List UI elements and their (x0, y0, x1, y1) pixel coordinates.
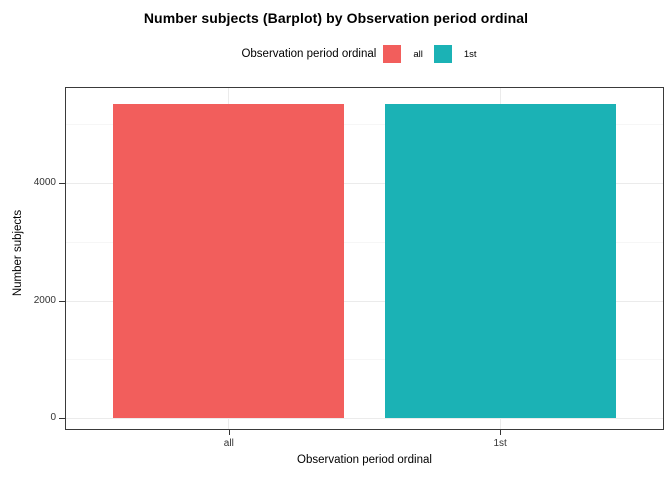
y-gridline-major (66, 418, 663, 419)
legend-title: Observation period ordinal (241, 48, 377, 60)
legend-item-all: all (383, 45, 434, 63)
y-gridline-minor (66, 359, 663, 361)
y-tick-mark (59, 300, 65, 302)
y-tick-label: 4000 (33, 177, 56, 188)
y-tick-mark (59, 183, 65, 184)
legend-label-1st: 1st (463, 48, 477, 60)
x-tick-label: 1st (493, 438, 507, 449)
legend-item-1st: 1st (433, 45, 488, 63)
x-tick-label: all (223, 438, 234, 449)
legend: Observation period ordinal all 1st (65, 44, 664, 64)
y-axis-title: Number subjects (12, 209, 24, 297)
y-tick-label: 2000 (33, 294, 56, 306)
bar-all (113, 103, 345, 418)
y-tick-mark (59, 418, 65, 419)
legend-label-all: all (413, 48, 423, 60)
y-gridline-major (66, 300, 663, 302)
plot-panel (65, 87, 664, 430)
y-tick-label: 0 (50, 412, 56, 423)
legend-swatch-1st (433, 45, 452, 63)
x-axis-title: Observation period ordinal (297, 454, 432, 466)
x-tick-mark (500, 430, 502, 435)
y-gridline-major (66, 183, 663, 184)
chart-title: Number subjects (Barplot) by Observation… (143, 10, 529, 26)
y-gridline-minor (66, 124, 663, 126)
y-gridline-minor (66, 241, 663, 243)
bar-1st (384, 103, 616, 418)
legend-swatch-all (383, 45, 402, 63)
x-tick-mark (228, 430, 230, 435)
